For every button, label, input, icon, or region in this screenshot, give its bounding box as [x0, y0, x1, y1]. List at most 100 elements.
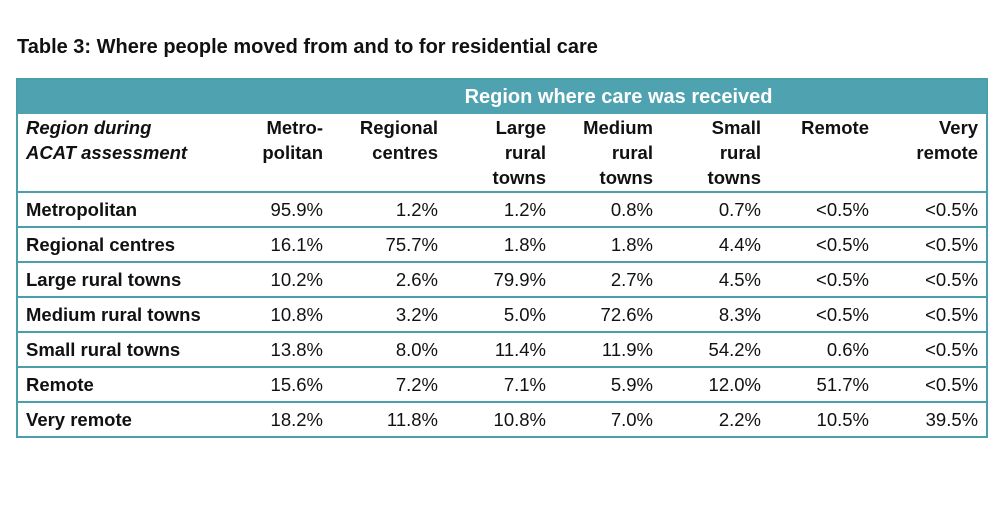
- cell: 79.9%: [446, 261, 554, 297]
- header-line: ACAT assessment: [26, 142, 188, 163]
- table-row: Regional centres 16.1% 75.7% 1.8% 1.8% 4.4% <0…: [17, 226, 988, 262]
- row-label-text: Regional centres: [26, 234, 176, 255]
- header-line: politan: [262, 142, 323, 163]
- table-row: Large rural towns 10.2% 2.6% 79.9% 2.7% 4.5% <…: [17, 261, 988, 297]
- table-row: Medium rural towns 10.8% 3.2% 5.0% 72.6% 8.3%…: [17, 296, 988, 332]
- cell: 1.8%: [446, 226, 554, 262]
- table-row: Remote 15.6% 7.2% 7.1% 5.9% 12.0% 51.7% <0.5%: [17, 366, 988, 402]
- column-header: Small rural towns: [661, 114, 769, 192]
- cell: <0.5%: [877, 366, 988, 402]
- cell: 16.1%: [251, 226, 331, 262]
- cell: 4.5%: [661, 261, 769, 297]
- column-header: Metro-politan: [251, 114, 331, 192]
- cell: 11.9%: [554, 331, 661, 367]
- cell: 75.7%: [331, 226, 446, 262]
- cell: <0.5%: [769, 191, 877, 227]
- cell: 2.7%: [554, 261, 661, 297]
- header-line: towns: [599, 167, 653, 188]
- cell: <0.5%: [769, 226, 877, 262]
- row-label: Metropolitan: [17, 191, 251, 227]
- table-row: Very remote 18.2% 11.8% 10.8% 7.0% 2.2% 10.5% 3…: [17, 401, 988, 437]
- cell: 5.0%: [446, 296, 554, 332]
- cell: 13.8%: [251, 331, 331, 367]
- cell: 39.5%: [877, 401, 988, 437]
- header-line: Very: [938, 117, 979, 138]
- table-title: Table 3: Where people moved from and to …: [17, 36, 598, 58]
- cell: 11.4%: [446, 331, 554, 367]
- group-header: Region where care was received: [251, 79, 988, 114]
- header-line: remote: [916, 142, 979, 163]
- row-header: Region during ACAT assessment: [17, 114, 251, 192]
- row-label-text: Medium rural towns: [26, 304, 201, 325]
- row-label: Medium rural towns: [17, 296, 251, 332]
- cell: <0.5%: [769, 261, 877, 297]
- cell: 12.0%: [661, 366, 769, 402]
- column-header-row: Region during ACAT assessment Metro-polita…: [17, 114, 987, 192]
- cell: 0.6%: [769, 331, 877, 367]
- table-row: Metropolitan 95.9% 1.2% 1.2% 0.8% 0.7% <0.5% <0…: [17, 191, 988, 227]
- table-row: Small rural towns 13.8% 8.0% 11.4% 11.9% 54.2…: [17, 331, 988, 367]
- column-header: Very remote: [877, 114, 987, 192]
- cell: 7.0%: [554, 401, 661, 437]
- table: Region where care was received Region du…: [16, 78, 989, 438]
- cell: 7.2%: [331, 366, 446, 402]
- cell: 8.0%: [331, 331, 446, 367]
- cell: 54.2%: [661, 331, 769, 367]
- header-line: rural: [504, 142, 546, 163]
- header-line: rural: [611, 142, 653, 163]
- cell: 10.8%: [446, 401, 554, 437]
- cell: 3.2%: [331, 296, 446, 332]
- row-label-text: Remote: [26, 374, 94, 395]
- cell: 1.8%: [554, 226, 661, 262]
- cell: <0.5%: [769, 296, 877, 332]
- cell: 0.8%: [554, 191, 661, 227]
- cell: 95.9%: [251, 191, 331, 227]
- column-header: Remote: [769, 114, 877, 192]
- header-line: Metro-: [266, 117, 323, 138]
- cell: 11.8%: [331, 401, 446, 437]
- row-label: Remote: [17, 366, 251, 402]
- cell: 10.8%: [251, 296, 331, 332]
- header-line: Medium: [583, 117, 653, 138]
- cell: <0.5%: [877, 261, 988, 297]
- cell: 15.6%: [251, 366, 331, 402]
- row-label: Small rural towns: [17, 331, 251, 367]
- row-label: Regional centres: [17, 226, 251, 262]
- cell: <0.5%: [877, 296, 988, 332]
- row-label: Large rural towns: [17, 261, 251, 297]
- cell: <0.5%: [877, 331, 988, 367]
- header-line: Small: [711, 117, 761, 138]
- column-header: Regional centres: [331, 114, 446, 192]
- header-line: rural: [719, 142, 761, 163]
- row-label-text: Small rural towns: [26, 339, 181, 360]
- cell: 51.7%: [769, 366, 877, 402]
- group-header-row: Region where care was received: [17, 79, 988, 114]
- header-line: towns: [492, 167, 546, 188]
- cell: 72.6%: [554, 296, 661, 332]
- cell: 1.2%: [446, 191, 554, 227]
- cell: <0.5%: [877, 226, 988, 262]
- header-line: Remote: [801, 117, 869, 138]
- row-label: Very remote: [17, 401, 251, 437]
- column-header: Medium rural towns: [554, 114, 661, 192]
- row-label-text: Very remote: [26, 409, 132, 430]
- cell: 1.2%: [331, 191, 446, 227]
- cell: 2.6%: [331, 261, 446, 297]
- cell: 5.9%: [554, 366, 661, 402]
- cell: 4.4%: [661, 226, 769, 262]
- cell: 18.2%: [251, 401, 331, 437]
- cell: 0.7%: [661, 191, 769, 227]
- column-header: Large rural towns: [446, 114, 554, 192]
- cell: 2.2%: [661, 401, 769, 437]
- cell: 10.5%: [769, 401, 877, 437]
- row-label-text: Large rural towns: [26, 269, 182, 290]
- cell: 8.3%: [661, 296, 769, 332]
- header-line: centres: [372, 142, 438, 163]
- cell: 7.1%: [446, 366, 554, 402]
- header-line: Large: [495, 117, 546, 138]
- header-line: Region during: [26, 117, 152, 138]
- header-line: towns: [707, 167, 761, 188]
- cell: 10.2%: [251, 261, 331, 297]
- cell: <0.5%: [877, 191, 988, 227]
